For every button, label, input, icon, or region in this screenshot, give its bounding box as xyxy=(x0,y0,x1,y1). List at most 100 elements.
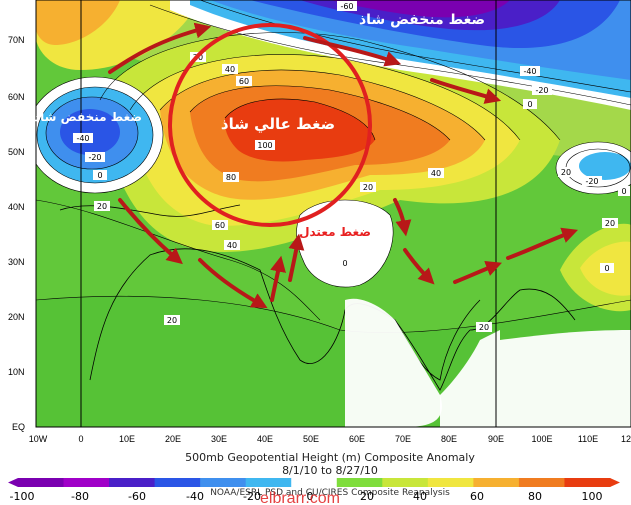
svg-text:-20: -20 xyxy=(535,86,548,95)
svg-text:100E: 100E xyxy=(531,434,552,444)
svg-text:80: 80 xyxy=(226,173,236,182)
svg-text:20: 20 xyxy=(363,183,373,192)
svg-text:-40: -40 xyxy=(76,134,89,143)
watermark: elbrarr.com xyxy=(260,490,340,505)
contour-label: 0 xyxy=(618,186,630,196)
svg-text:10N: 10N xyxy=(8,367,25,377)
colorbar-swatch xyxy=(473,478,520,487)
flow-arrows xyxy=(108,22,579,309)
contour-label: 20 xyxy=(360,182,376,192)
svg-text:60E: 60E xyxy=(349,434,365,444)
annotation-low-north: ضغط منخفض شاذ xyxy=(359,12,485,28)
contour-label: 20 xyxy=(94,201,110,211)
contour-label: -20 xyxy=(532,85,552,95)
contour-label: 0 xyxy=(523,99,537,109)
svg-text:40: 40 xyxy=(225,65,235,74)
svg-text:20: 20 xyxy=(167,316,177,325)
svg-text:10E: 10E xyxy=(119,434,135,444)
colorbar-credit: NOAA/ESRL PSD and CU/CIRES Composite Rea… xyxy=(210,488,450,498)
svg-text:80E: 80E xyxy=(441,434,457,444)
svg-text:100: 100 xyxy=(257,141,272,150)
colorbar-tick: -60 xyxy=(128,490,146,503)
contour-label: 100 xyxy=(255,140,275,150)
annotation-high-center: ضغط عالي شاذ xyxy=(221,115,335,133)
svg-text:20: 20 xyxy=(97,202,107,211)
colorbar-tick: 100 xyxy=(582,490,603,503)
contour-label: 20 xyxy=(602,218,618,228)
svg-text:-60: -60 xyxy=(340,2,353,11)
contour-label: 0 xyxy=(93,170,107,180)
colorbar-tick: -80 xyxy=(71,490,89,503)
svg-text:EQ: EQ xyxy=(12,422,25,432)
svg-text:10W: 10W xyxy=(29,434,48,444)
latitude-labels: 70N 60N 50N 40N 30N 20N 10N EQ xyxy=(8,35,25,432)
svg-text:60: 60 xyxy=(215,221,225,230)
colorbar-swatch xyxy=(564,478,611,487)
svg-text:30E: 30E xyxy=(211,434,227,444)
colorbar-swatch xyxy=(291,478,338,487)
svg-text:40: 40 xyxy=(227,241,237,250)
colorbar-end-left xyxy=(8,478,18,487)
map-title: 500mb Geopotential Height (m) Composite … xyxy=(185,451,475,464)
colorbar-swatch xyxy=(427,478,474,487)
contour-label: -20 xyxy=(582,176,602,186)
contour-label: 40 xyxy=(428,168,444,178)
colorbar-swatch xyxy=(63,478,110,487)
colorbar-swatch xyxy=(245,478,292,487)
svg-text:0: 0 xyxy=(342,259,347,268)
svg-text:90E: 90E xyxy=(488,434,504,444)
high-pressure-circle xyxy=(168,23,372,227)
svg-text:12: 12 xyxy=(621,434,631,444)
svg-text:30N: 30N xyxy=(8,257,25,267)
colorbar-tick: 20 xyxy=(360,490,374,503)
svg-text:70N: 70N xyxy=(8,35,25,45)
colorbar-swatch xyxy=(518,478,565,487)
contour-label: 0 xyxy=(338,258,352,268)
colorbar-end-right xyxy=(610,478,620,487)
svg-text:40E: 40E xyxy=(257,434,273,444)
colorbar-tick: 80 xyxy=(528,490,542,503)
contour-label: 60 xyxy=(212,220,228,230)
svg-text:20E: 20E xyxy=(165,434,181,444)
colorbar-swatch xyxy=(109,478,156,487)
svg-text:60: 60 xyxy=(239,77,249,86)
contour-label: -60 xyxy=(337,1,357,11)
contour-label: 20 xyxy=(476,322,492,332)
svg-text:50E: 50E xyxy=(303,434,319,444)
contour-label: 20 xyxy=(558,167,574,177)
colorbar-tick: 60 xyxy=(470,490,484,503)
colorbar-swatch xyxy=(18,478,65,487)
colorbar-swatch xyxy=(382,478,429,487)
colorbar-tick: -20 xyxy=(243,490,261,503)
svg-text:40N: 40N xyxy=(8,202,25,212)
svg-text:0: 0 xyxy=(604,264,609,273)
svg-text:-40: -40 xyxy=(523,67,536,76)
svg-text:110E: 110E xyxy=(578,434,598,444)
svg-text:0: 0 xyxy=(97,171,102,180)
contour-label: -40 xyxy=(73,133,93,143)
contour-label: 60 xyxy=(236,76,252,86)
svg-text:0: 0 xyxy=(527,100,532,109)
colorbar-ticks: -100 -80 -60 -40 -20 0 20 40 60 80 100 xyxy=(10,490,603,503)
annotation-moderate: ضغط معتدل xyxy=(299,225,371,239)
date-range: 8/1/10 to 8/27/10 xyxy=(282,464,378,477)
svg-text:-20: -20 xyxy=(88,153,101,162)
contour-label: 40 xyxy=(224,240,240,250)
svg-text:0: 0 xyxy=(78,434,83,444)
contour-label: 40 xyxy=(222,64,238,74)
colorbar-swatch xyxy=(154,478,201,487)
svg-text:0: 0 xyxy=(621,187,626,196)
colorbar-swatch xyxy=(336,478,383,487)
svg-text:20: 20 xyxy=(561,168,571,177)
contour-label: 0 xyxy=(600,263,614,273)
svg-text:70E: 70E xyxy=(395,434,411,444)
svg-text:20N: 20N xyxy=(8,312,25,322)
svg-text:60N: 60N xyxy=(8,92,25,102)
contour-label: -40 xyxy=(520,66,540,76)
colorbar-tick: 40 xyxy=(413,490,427,503)
svg-text:-20: -20 xyxy=(585,177,598,186)
svg-text:40: 40 xyxy=(431,169,441,178)
svg-text:50N: 50N xyxy=(8,147,25,157)
colorbar-tick: -100 xyxy=(10,490,35,503)
